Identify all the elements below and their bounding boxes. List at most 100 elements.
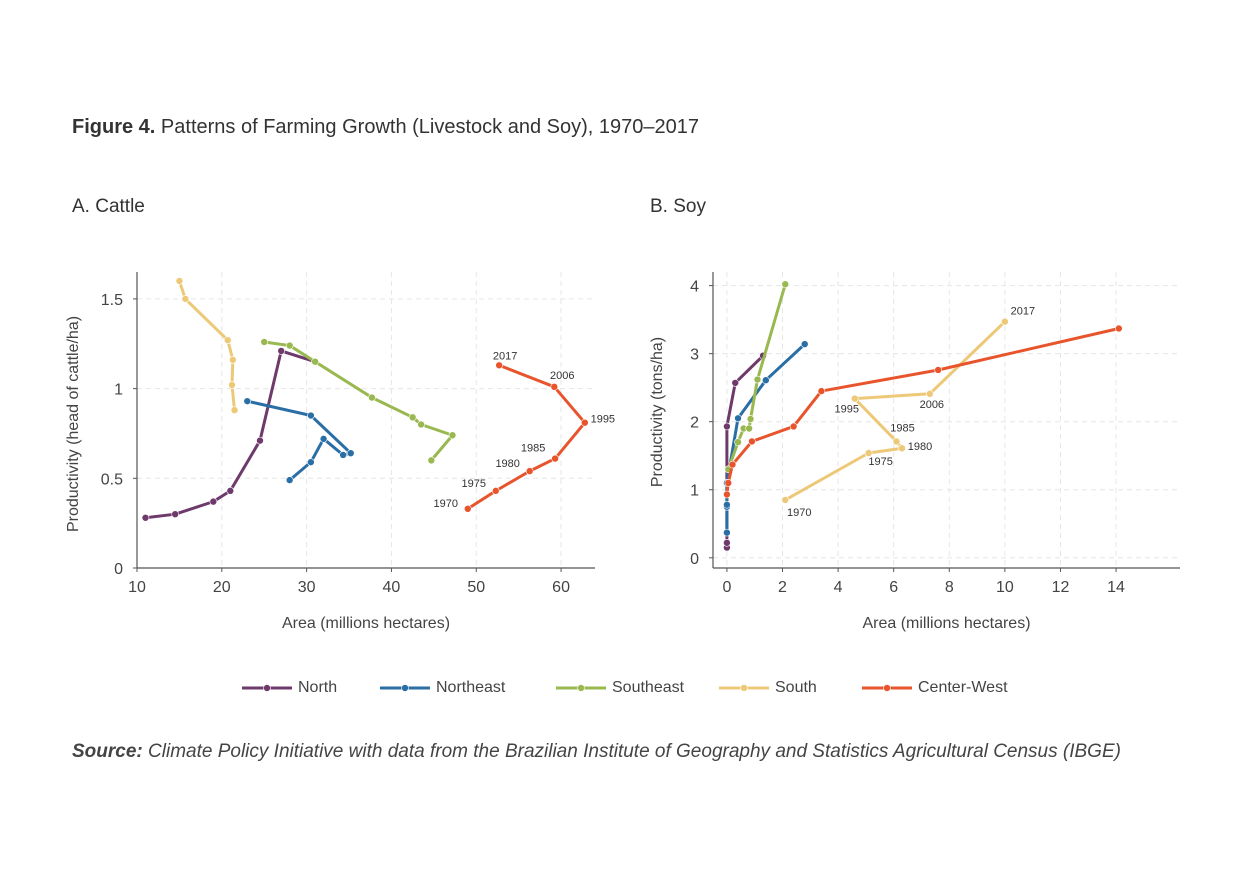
panel-b-x-tick-label: 4 xyxy=(834,579,843,596)
legend-swatch-center-west xyxy=(862,684,912,692)
panel-b-x-tick-label: 2 xyxy=(778,579,787,596)
panel-b-point-northeast xyxy=(723,500,731,509)
panel-a-year-label: 1995 xyxy=(591,414,615,426)
panel-a-point-center-west xyxy=(550,383,559,391)
panel-b-point-center-west xyxy=(789,422,798,431)
panel-b-point-center-west xyxy=(817,387,826,395)
panel-b-year-label: 1980 xyxy=(908,441,932,453)
panel-b-grid xyxy=(713,272,1180,568)
panel-a-point-center-west xyxy=(581,418,589,427)
panel-b-y-tick-label: 0 xyxy=(690,551,699,568)
panel-a-point-southeast xyxy=(285,341,294,350)
panel-b-point-southeast xyxy=(781,280,790,289)
panel-b-x-tick-label: 12 xyxy=(1052,579,1070,596)
panel-b-series-south: 1970 1975 1980 1985 1995 2006 2017 xyxy=(781,306,1035,519)
panel-b-point-southeast xyxy=(746,415,755,423)
panel-a-point-northeast xyxy=(285,476,294,484)
panel-b-point-south xyxy=(898,444,906,453)
panel-a-point-northeast xyxy=(319,435,328,443)
panel-a-year-label: 2017 xyxy=(493,350,517,362)
panel-b-x-tick-label: 14 xyxy=(1107,579,1125,596)
legend-item-north: North xyxy=(242,676,337,700)
panel-b-series-southeast xyxy=(724,280,790,474)
source-note: Source: Climate Policy Initiative with d… xyxy=(72,741,1121,763)
panel-a-point-center-west xyxy=(551,454,559,463)
panel-b-y-tick-label: 2 xyxy=(690,415,699,432)
panel-a-point-southeast xyxy=(417,420,425,429)
legend-swatch-south xyxy=(719,684,769,692)
panel-a-point-north xyxy=(209,497,218,506)
panel-a-x-axis-label: Area (millions hectares) xyxy=(282,615,450,632)
panel-a-point-north xyxy=(171,510,179,518)
panel-a-point-south xyxy=(229,356,237,364)
panel-b-point-center-west xyxy=(934,366,942,374)
legend-swatch-marker xyxy=(577,684,585,692)
panel-a-point-south xyxy=(175,277,184,285)
source-text: Climate Policy Initiative with data from… xyxy=(148,741,1121,762)
panel-b-point-center-west xyxy=(723,490,731,499)
legend-swatch-northeast xyxy=(380,684,430,692)
panel-a-year-label: 1970 xyxy=(434,498,458,510)
panel-a-point-south xyxy=(230,406,239,414)
panel-b-year-label: 2017 xyxy=(1011,306,1035,318)
panel-a-y-axis-label: Productivity (head of cattle/ha) xyxy=(65,316,82,532)
figure-title: Figure 4. Patterns of Farming Growth (Li… xyxy=(72,116,699,139)
panel-a-y-tick-label: 0.5 xyxy=(101,471,123,488)
panel-a-point-southeast xyxy=(408,413,417,422)
panel-b-y-tick-label: 4 xyxy=(690,279,699,296)
legend-swatch-marker xyxy=(740,684,748,692)
panel-a-point-center-west xyxy=(495,361,503,370)
panel-b-year-label: 1970 xyxy=(787,507,811,519)
panel-b-point-center-west xyxy=(748,437,756,446)
panel-b-point-southeast xyxy=(745,424,753,433)
panel-b-y-tick-label: 3 xyxy=(690,347,699,364)
source-label: Source: xyxy=(72,741,143,762)
legend-swatch-southeast xyxy=(556,684,606,692)
panel-b-point-south xyxy=(1001,317,1009,326)
panel-b-series-center-west xyxy=(723,324,1123,499)
panel-a-point-south xyxy=(228,381,236,389)
panel-a-point-southeast xyxy=(427,456,436,465)
panel-a-point-south xyxy=(223,336,232,344)
legend-item-center-west: Center-West xyxy=(862,676,1008,700)
legend-label: North xyxy=(298,679,338,696)
panel-a-point-northeast xyxy=(243,397,252,405)
legend-label: Southeast xyxy=(612,679,685,696)
panel-b-year-label: 2006 xyxy=(920,399,944,411)
panel-a-point-south xyxy=(181,295,190,303)
panel-b-series-north xyxy=(723,351,767,552)
panel-a-y-tick-label: 1 xyxy=(114,382,123,399)
panel-a-point-north xyxy=(277,347,285,355)
panel-a-year-label: 2006 xyxy=(550,370,574,382)
panel-a-x-tick-label: 10 xyxy=(128,579,146,596)
figure-label: Figure 4. xyxy=(72,116,156,138)
panel-b-year-label: 1995 xyxy=(835,404,859,416)
legend-swatch-marker xyxy=(401,684,409,692)
panel-a-year-label: 1975 xyxy=(462,478,486,490)
panel-a-x-tick-label: 60 xyxy=(552,579,570,596)
panel-b-title: B. Soy xyxy=(650,196,706,217)
panel-a-x-tick-label: 20 xyxy=(213,579,231,596)
panel-a-series-northeast xyxy=(243,397,355,484)
panel-b-point-southeast xyxy=(734,438,742,446)
panel-b-point-center-west xyxy=(728,460,737,469)
panel-b-line-south xyxy=(784,320,1006,502)
legend-item-southeast: Southeast xyxy=(556,676,684,700)
panel-b-point-south xyxy=(926,390,934,398)
panel-a-point-center-west xyxy=(525,467,534,475)
legend: North Northeast Southeast South Center-West xyxy=(0,676,1242,700)
panel-a-point-northeast xyxy=(339,451,347,459)
panel-a-point-north xyxy=(226,487,235,495)
panel-a-year-label: 1980 xyxy=(495,458,519,470)
panel-a-line-southeast xyxy=(264,340,455,462)
panel-b-point-south xyxy=(781,496,790,504)
panel-a-x-tick-label: 40 xyxy=(383,579,401,596)
panel-b-point-north xyxy=(731,379,740,387)
figure-title-text: Patterns of Farming Growth (Livestock an… xyxy=(160,116,699,138)
panel-a-y-tick-label: 1.5 xyxy=(101,292,123,309)
panel-b-y-tick-label: 1 xyxy=(690,483,699,500)
panel-b-x-tick-label: 0 xyxy=(722,579,731,596)
